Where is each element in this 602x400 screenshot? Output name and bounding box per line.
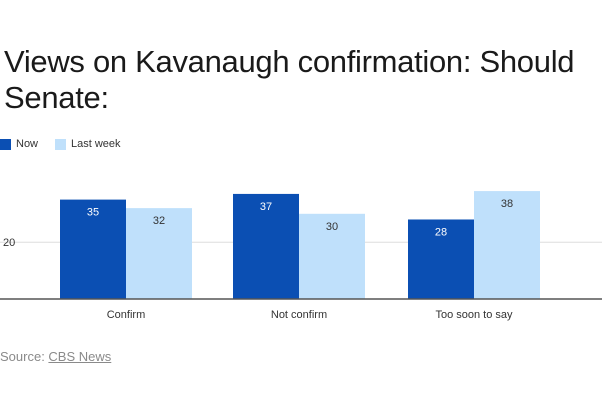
source-link[interactable]: CBS News (48, 349, 112, 364)
x-tick-label-2: Too soon to say (435, 309, 513, 321)
bar-2-0 (408, 219, 474, 299)
data-label-2-0: 28 (435, 226, 447, 238)
x-tick-label-1: Not confirm (271, 309, 327, 321)
y-tick-label-0: 20 (3, 237, 15, 249)
data-label-0-1: 32 (153, 215, 165, 227)
data-label-2-1: 38 (501, 198, 513, 210)
data-label-1-1: 30 (326, 221, 338, 233)
legend-item-now: Now (0, 138, 38, 150)
legend-swatch-last-week (55, 138, 66, 150)
legend-swatch-now (0, 138, 11, 150)
bar-1-1 (299, 213, 365, 299)
x-tick-label-0: Confirm (107, 309, 146, 321)
legend-label-now: Now (16, 138, 39, 150)
data-label-1-0: 37 (260, 201, 272, 213)
source-line: Source: CBS News (0, 349, 111, 364)
bar-0-1 (126, 208, 192, 299)
bar-0-0 (60, 199, 126, 299)
chart-title: Views on Kavanaugh confirmation: Should … (4, 44, 575, 115)
legend-item-last-week: Last week (55, 138, 121, 150)
source-prefix: Source: (0, 349, 49, 364)
bar-2-1 (474, 191, 540, 299)
legend-label-last-week: Last week (71, 138, 121, 150)
data-label-0-0: 35 (87, 207, 99, 219)
bar-1-0 (233, 193, 299, 299)
